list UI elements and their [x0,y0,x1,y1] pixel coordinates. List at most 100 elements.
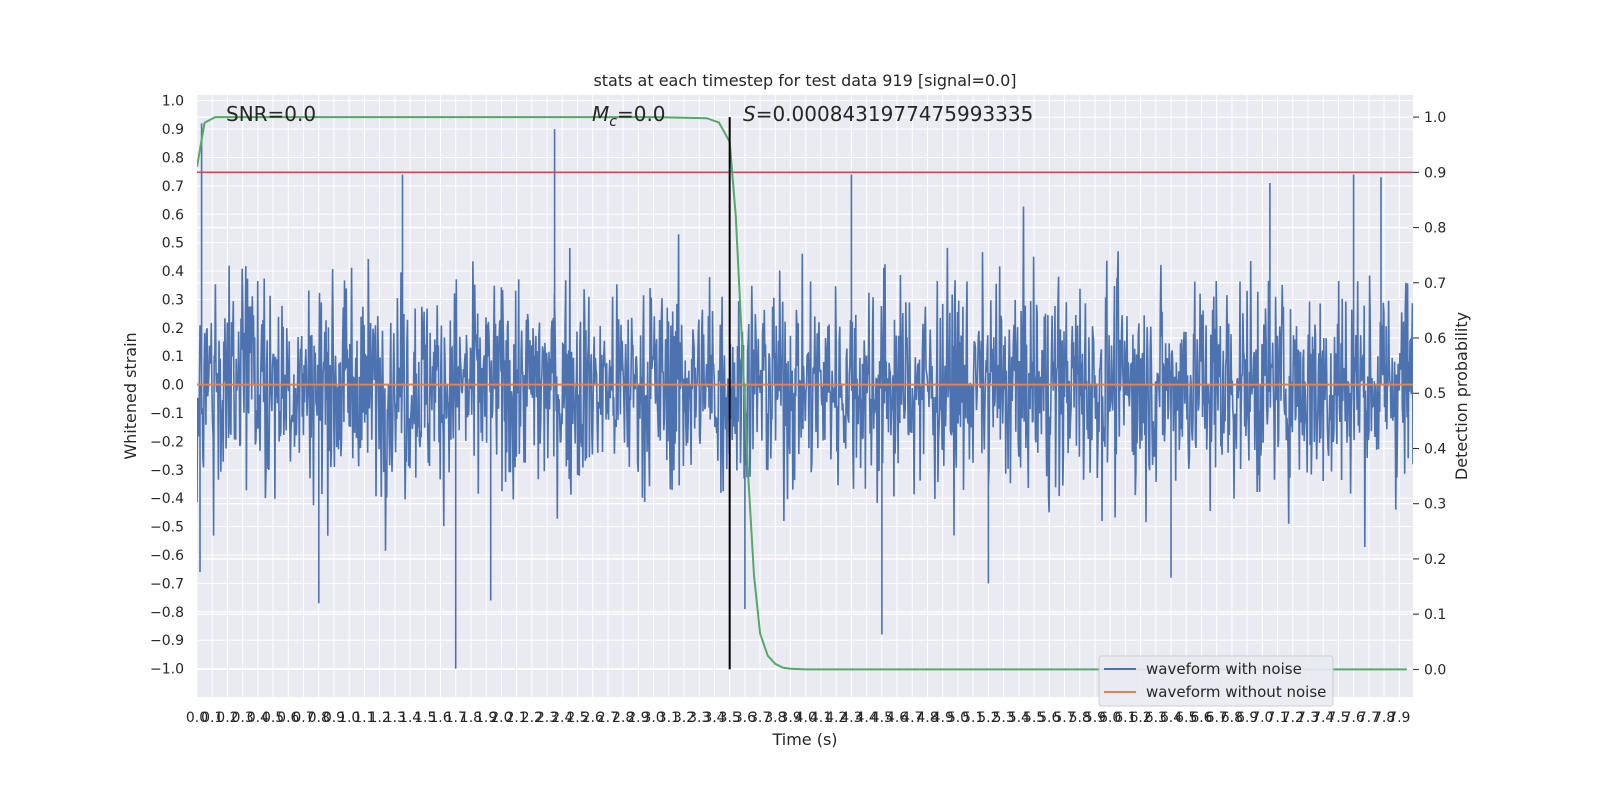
x-tick-label: 4.5 [871,710,893,726]
legend-label-noise: waveform with noise [1146,660,1302,678]
x-tick-label: 0.6 [277,710,299,726]
y-tick-label: 0.9 [162,122,184,138]
annotation-mc-value: =0.0 [617,102,666,126]
x-tick-label: 0.5 [262,710,284,726]
x-tick-label: 0.1 [201,710,223,726]
x-tick-label: 6.0 [1099,710,1121,726]
x-tick-label: 3.2 [673,710,695,726]
x-tick-label: 2.2 [521,710,543,726]
x-tick-label: 1.2 [368,710,390,726]
y-tick-label: 0.2 [162,321,184,337]
x-tick-label: 4.9 [932,710,954,726]
x-tick-label: 7.7 [1358,710,1380,726]
x-tick-label: 3.8 [764,710,786,726]
x-tick-label: 4.6 [886,710,908,726]
x-tick-label: 7.1 [1266,710,1288,726]
x-tick-label: 4.1 [810,710,832,726]
x-tick-label: 3.3 [688,710,710,726]
x-tick-label: 1.6 [429,710,451,726]
y2-tick-label: 0.8 [1424,221,1446,237]
annotation-mc-subscript: c [609,114,617,130]
x-tick-label: 5.4 [1008,710,1030,726]
series-waveform-with-noise [197,123,1413,669]
x-tick-label: 1.7 [445,710,467,726]
x-tick-label: 5.0 [947,710,969,726]
chart-title: stats at each timestep for test data 919… [593,71,1016,90]
y2-axis-ticks: 0.0 0.1 0.2 0.3 0.4 0.5 0.6 0.7 0.8 0.9 1.0 [1413,110,1446,678]
y-tick-label: −0.4 [150,491,184,507]
x-tick-label: 3.0 [642,710,664,726]
x-tick-label: 5.9 [1084,710,1106,726]
annotation-mc-symbol: M [592,102,609,126]
x-tick-label: 5.6 [1038,710,1060,726]
x-tick-label: 6.7 [1206,710,1228,726]
x-tick-label: 6.4 [1160,710,1182,726]
y-tick-label: 0.6 [162,207,184,223]
x-tick-label: 0.7 [292,710,314,726]
x-tick-label: 6.3 [1145,710,1167,726]
y-tick-label: 0.7 [162,179,184,195]
legend-box [1098,655,1334,707]
y-tick-label: −0.1 [150,406,184,422]
x-tick-label: 6.5 [1175,710,1197,726]
x-tick-label: 2.5 [566,710,588,726]
y2-tick-label: 0.5 [1424,386,1446,402]
x-tick-label: 7.8 [1373,710,1395,726]
x-tick-label: 3.9 [779,710,801,726]
x-tick-label: 4.4 [856,710,878,726]
x-tick-label: 6.8 [1221,710,1243,726]
x-tick-label: 3.4 [703,710,725,726]
y2-tick-label: 0.9 [1424,165,1446,181]
x-tick-label: 7.6 [1343,710,1365,726]
y2-tick-label: 0.0 [1424,662,1446,678]
y-axis-ticks: −1.0 −0.9 −0.8 −0.7 −0.6 −0.5 −0.4 −0.3 −0.2 −0.1… [150,94,184,678]
y-tick-label: 0.3 [162,292,184,308]
x-tick-label: 4.0 [795,710,817,726]
x-tick-label: 2.1 [505,710,527,726]
y2-axis-label: Detection probability [1452,312,1471,480]
x-tick-label: 7.3 [1297,710,1319,726]
x-tick-label: 4.8 [916,710,938,726]
y-tick-label: 0.4 [162,264,184,280]
y2-tick-label: 0.2 [1424,552,1446,568]
x-tick-label: 4.3 [840,710,862,726]
x-tick-label: 5.2 [977,710,999,726]
x-tick-label: 2.8 [612,710,634,726]
y-tick-label: 0.5 [162,236,184,252]
y-tick-label: −1.0 [150,662,184,678]
legend: waveform with noise waveform without noi… [1098,655,1334,707]
x-tick-label: 1.9 [475,710,497,726]
x-tick-label: 2.4 [551,710,573,726]
annotation-s-symbol: S [743,102,756,126]
x-tick-label: 0.0 [186,710,208,726]
y-tick-label: −0.6 [150,548,184,564]
legend-label-clean: waveform without noise [1146,683,1326,701]
annotation-s-value: =0.0008431977475993335 [756,102,1034,126]
y-tick-label: 0.1 [162,349,184,365]
x-tick-label: 1.4 [399,710,421,726]
x-tick-label: 1.8 [460,710,482,726]
x-tick-label: 6.2 [1129,710,1151,726]
x-tick-label: 0.4 [247,710,269,726]
y-tick-label: −0.2 [150,434,184,450]
x-tick-label: 6.9 [1236,710,1258,726]
x-tick-label: 1.0 [338,710,360,726]
y2-tick-label: 1.0 [1424,110,1446,126]
x-tick-label: 5.7 [1053,710,1075,726]
y-axis-label: Whitened strain [121,332,140,459]
x-tick-label: 0.3 [232,710,254,726]
x-axis-label: Time (s) [771,730,837,749]
series-detection-probability [197,116,1407,671]
x-tick-label: 7.2 [1282,710,1304,726]
x-tick-label: 2.3 [536,710,558,726]
x-tick-label: 6.1 [1114,710,1136,726]
x-tick-label: 5.1 [962,710,984,726]
x-tick-label: 0.9 [323,710,345,726]
x-tick-label: 5.3 [992,710,1014,726]
x-tick-label: 0.8 [308,710,330,726]
y-tick-label: 0.0 [162,378,184,394]
x-tick-label: 2.9 [627,710,649,726]
x-tick-label: 3.6 [734,710,756,726]
y2-tick-label: 0.6 [1424,331,1446,347]
